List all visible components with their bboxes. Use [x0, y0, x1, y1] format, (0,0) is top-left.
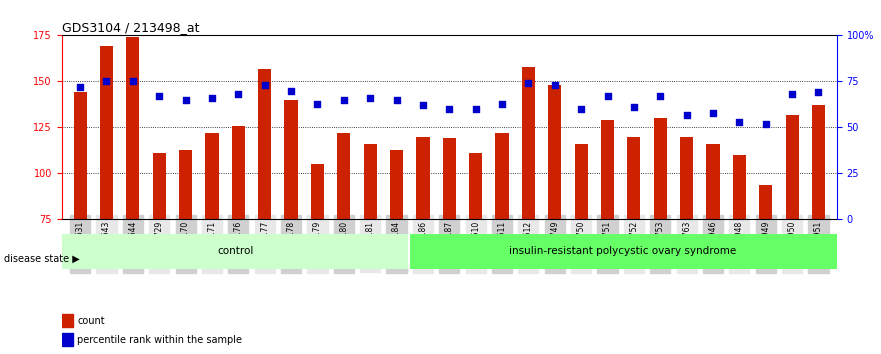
- Point: [601, 93, 615, 99]
- Bar: [707, 144, 720, 219]
- Bar: [62, 314, 73, 327]
- Bar: [522, 67, 535, 219]
- Bar: [601, 120, 614, 219]
- Point: [337, 97, 351, 103]
- Bar: [232, 126, 245, 219]
- Bar: [574, 144, 588, 219]
- Bar: [311, 164, 324, 219]
- Bar: [759, 184, 773, 219]
- Point: [152, 93, 167, 99]
- Bar: [548, 85, 561, 219]
- Point: [310, 101, 324, 106]
- Bar: [654, 118, 667, 219]
- Point: [627, 104, 641, 110]
- Bar: [417, 137, 430, 219]
- Point: [73, 84, 87, 90]
- Bar: [680, 137, 693, 219]
- Point: [469, 106, 483, 112]
- Point: [416, 103, 430, 108]
- Bar: [179, 149, 192, 219]
- Bar: [152, 153, 166, 219]
- Point: [284, 88, 298, 93]
- Bar: [495, 133, 508, 219]
- Point: [126, 79, 140, 84]
- Point: [785, 91, 799, 97]
- Bar: [100, 46, 113, 219]
- Point: [495, 101, 509, 106]
- FancyBboxPatch shape: [62, 234, 409, 269]
- Bar: [786, 115, 799, 219]
- Bar: [627, 137, 640, 219]
- Bar: [733, 155, 746, 219]
- Text: percentile rank within the sample: percentile rank within the sample: [78, 335, 242, 345]
- Bar: [364, 144, 377, 219]
- Point: [759, 121, 773, 127]
- Point: [232, 91, 246, 97]
- Point: [257, 82, 271, 88]
- Point: [100, 79, 114, 84]
- Point: [679, 112, 693, 118]
- Point: [706, 110, 720, 115]
- Point: [522, 80, 536, 86]
- Bar: [469, 153, 482, 219]
- Point: [811, 90, 825, 95]
- Bar: [443, 138, 455, 219]
- Text: insulin-resistant polycystic ovary syndrome: insulin-resistant polycystic ovary syndr…: [509, 246, 737, 256]
- Point: [205, 95, 219, 101]
- Bar: [812, 105, 825, 219]
- Text: disease state ▶: disease state ▶: [4, 253, 80, 263]
- Bar: [73, 92, 86, 219]
- Point: [389, 97, 403, 103]
- Bar: [126, 37, 139, 219]
- Point: [363, 95, 377, 101]
- Point: [653, 93, 667, 99]
- Bar: [62, 333, 73, 346]
- Bar: [390, 149, 403, 219]
- Text: GDS3104 / 213498_at: GDS3104 / 213498_at: [62, 21, 199, 34]
- Bar: [337, 133, 351, 219]
- Point: [442, 106, 456, 112]
- FancyBboxPatch shape: [409, 234, 837, 269]
- Point: [574, 106, 589, 112]
- Text: count: count: [78, 316, 105, 326]
- Point: [732, 119, 746, 125]
- Text: control: control: [218, 246, 254, 256]
- Point: [179, 97, 193, 103]
- Bar: [285, 100, 298, 219]
- Bar: [205, 133, 218, 219]
- Point: [548, 82, 562, 88]
- Bar: [258, 69, 271, 219]
